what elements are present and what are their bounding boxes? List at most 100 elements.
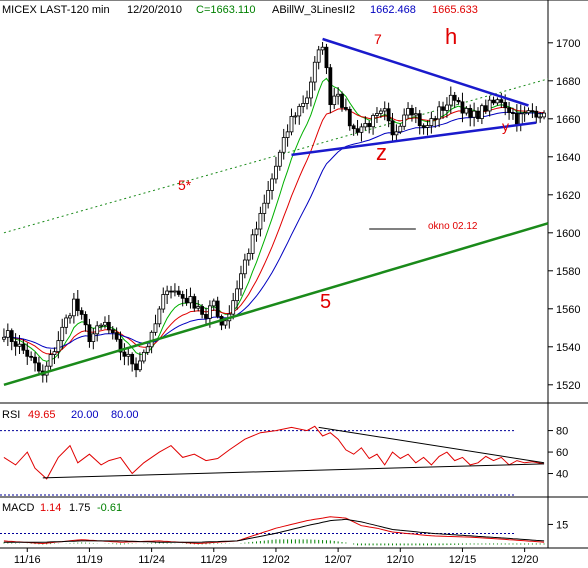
- rsi-title: RSI: [2, 409, 20, 421]
- candle-body: [511, 112, 515, 115]
- candle-body: [390, 120, 395, 136]
- candle-body: [425, 125, 430, 128]
- candle-body: [138, 360, 142, 371]
- candle-body: [246, 253, 251, 261]
- macd-panel: 15: [0, 516, 568, 546]
- rsi-value: 49.65: [28, 409, 56, 421]
- candle-body: [542, 112, 546, 118]
- candle-body: [332, 95, 337, 106]
- candle-body: [223, 320, 228, 326]
- rsi-panel: 40 60 80: [0, 425, 568, 496]
- candle-body: [499, 99, 504, 103]
- price-ytick-label: 1580: [556, 266, 580, 278]
- indicator-value-1: 1662.468: [370, 4, 416, 16]
- time-tick-label: 11/29: [200, 554, 227, 566]
- candle-body: [87, 324, 92, 342]
- time-tick-label: 12/02: [262, 554, 290, 566]
- candle-body: [456, 99, 461, 103]
- rsi-ytick-label: 80: [556, 426, 568, 438]
- candle-body: [386, 108, 391, 122]
- candle-body: [184, 297, 189, 304]
- candle-body: [239, 273, 243, 290]
- rsi-line: [3, 425, 545, 480]
- triangle-lower-line: [291, 121, 537, 157]
- rsi-ytick-label: 60: [556, 447, 568, 459]
- candle-body: [398, 125, 403, 133]
- candle-body: [367, 123, 372, 128]
- candle-body: [281, 137, 286, 153]
- annotation-y: y: [502, 118, 509, 134]
- candle-body: [37, 362, 41, 372]
- candle-body: [258, 213, 263, 230]
- price-ytick-label: 1560: [556, 304, 580, 316]
- macd-value-3: -0.61: [97, 502, 122, 514]
- candle-body: [433, 118, 438, 120]
- candle-body: [320, 46, 325, 51]
- annotation-5: 5: [320, 291, 331, 313]
- candle-body: [340, 93, 344, 108]
- candle-body: [445, 104, 449, 111]
- candle-body: [309, 81, 313, 99]
- price-ytick-label: 1540: [556, 342, 580, 354]
- annotation-h: h: [445, 24, 457, 49]
- candle-body: [336, 93, 341, 97]
- candle-body: [153, 323, 158, 333]
- channel-5-line: [3, 222, 549, 386]
- candle-body: [526, 110, 531, 114]
- candle-body: [106, 321, 111, 331]
- candle-body: [347, 108, 352, 127]
- candle-body: [351, 125, 356, 130]
- candle-body: [91, 333, 96, 342]
- macd-ytick-label: 15: [556, 519, 568, 531]
- price-ytick-label: 1660: [556, 114, 580, 126]
- candle-body: [297, 106, 302, 117]
- price-panel: 1520 1540 1560 1580 1600 1620 1640 1660 1680 1700…: [2, 24, 580, 392]
- candle-body: [56, 340, 61, 353]
- candle-body: [328, 67, 333, 106]
- candle-body: [468, 107, 473, 118]
- candle-body: [126, 353, 131, 357]
- rsi-level-low: 20.00: [71, 409, 99, 421]
- candle-body: [242, 259, 247, 275]
- annotation-okno: okno 02.12: [428, 221, 478, 232]
- candle-body: [530, 110, 535, 113]
- candle-body: [110, 329, 115, 334]
- candle-body: [448, 94, 453, 106]
- candle-body: [464, 107, 469, 114]
- macd-signal-line: [3, 518, 545, 543]
- candle-body: [64, 317, 69, 328]
- candle-body: [118, 338, 123, 353]
- candle-body: [371, 115, 375, 128]
- candle-body: [301, 103, 306, 107]
- rsi-level-high: 80.00: [111, 409, 139, 421]
- candle-body: [452, 94, 457, 101]
- price-ytick-label: 1620: [556, 190, 580, 202]
- green-moving-average: [3, 77, 545, 362]
- price-ytick-label: 1520: [556, 380, 580, 392]
- rsi-trend-upper: [318, 426, 545, 464]
- candle-body: [382, 108, 387, 112]
- candle-body: [75, 298, 80, 311]
- candle-body: [130, 353, 135, 365]
- price-ytick-label: 1680: [556, 76, 580, 88]
- time-tick-label: 12/07: [324, 554, 352, 566]
- candle-body: [5, 330, 10, 338]
- candle-body: [495, 99, 500, 104]
- candle-body: [483, 105, 488, 112]
- candle-body: [343, 107, 348, 110]
- rsi-trend-lower: [42, 463, 545, 479]
- candle-body: [293, 115, 298, 118]
- candle-body: [312, 61, 317, 83]
- candle-body: [33, 356, 37, 364]
- candle-body: [266, 190, 271, 204]
- candle-body: [180, 294, 185, 299]
- candle-body: [476, 110, 480, 119]
- candle-body: [145, 346, 150, 353]
- candle-body: [507, 107, 511, 114]
- candle-body: [231, 300, 236, 315]
- candle-body: [211, 300, 216, 307]
- candle-body: [169, 290, 173, 293]
- candle-body: [522, 112, 527, 115]
